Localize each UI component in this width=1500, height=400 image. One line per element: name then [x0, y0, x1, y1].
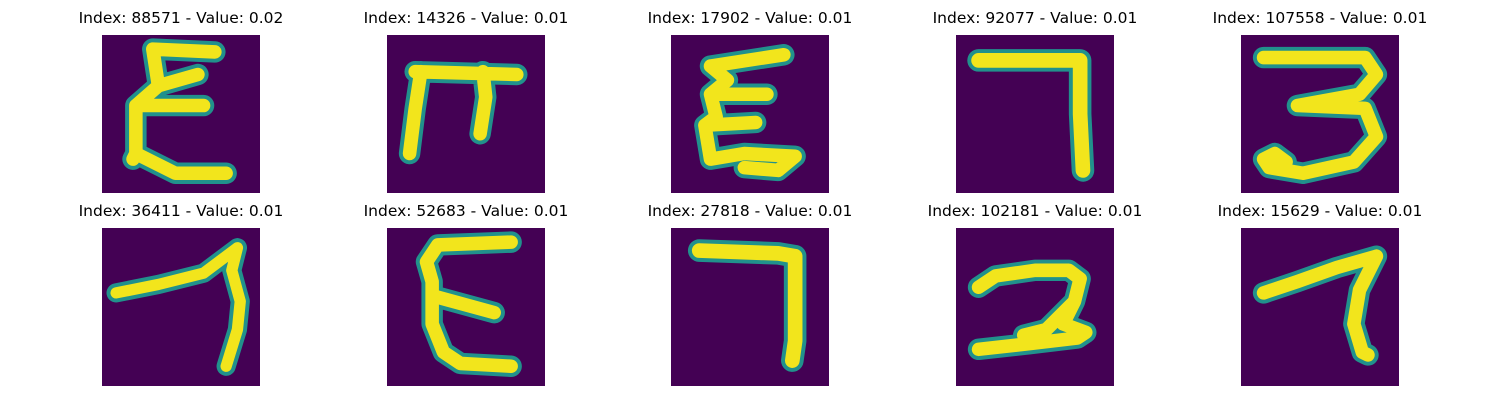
glyph-image [415, 231, 522, 377]
glyph-image [1252, 245, 1388, 366]
panel-image [102, 228, 260, 386]
panel-title: Index: 15629 - Value: 0.01 [1217, 202, 1423, 220]
panel-title: Index: 14326 - Value: 0.01 [363, 9, 569, 27]
panel-image [387, 35, 545, 193]
panel-title: Index: 107558 - Value: 0.01 [1212, 9, 1428, 27]
panel-title: Index: 17902 - Value: 0.01 [647, 9, 853, 27]
panel-image [956, 35, 1114, 193]
glyph-image [1252, 46, 1388, 184]
panel-image [671, 35, 829, 193]
panel-image [1241, 228, 1399, 386]
panel-image [102, 35, 260, 193]
glyph-image [967, 259, 1097, 361]
panel-image [671, 228, 829, 386]
glyph-image [967, 49, 1095, 182]
panel-title: Index: 92077 - Value: 0.01 [932, 9, 1138, 27]
glyph-image [122, 38, 237, 184]
panel-image [1241, 35, 1399, 193]
panel-title: Index: 27818 - Value: 0.01 [647, 202, 853, 220]
glyph-image [694, 44, 806, 182]
panel-title: Index: 88571 - Value: 0.02 [78, 9, 284, 27]
glyph-image [687, 239, 807, 372]
panel-title: Index: 36411 - Value: 0.01 [78, 202, 284, 220]
panel-image [387, 228, 545, 386]
glyph-image [106, 238, 250, 376]
panel-title: Index: 52683 - Value: 0.01 [363, 202, 569, 220]
panel-image [956, 228, 1114, 386]
panel-title: Index: 102181 - Value: 0.01 [927, 202, 1143, 220]
glyph-image [398, 60, 528, 165]
